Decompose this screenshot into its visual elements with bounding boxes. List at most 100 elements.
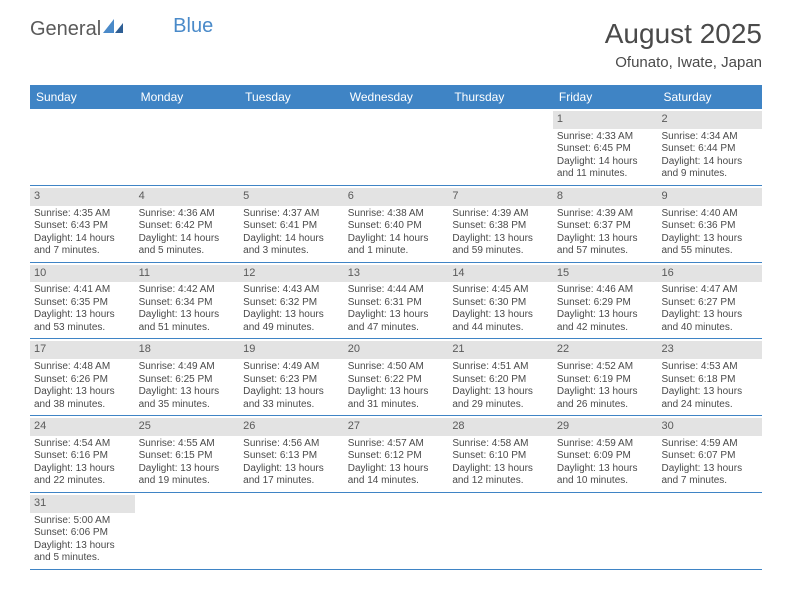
daylight-text: Daylight: 14 hours (348, 233, 445, 246)
daylight-text: Daylight: 13 hours (348, 309, 445, 322)
day-cell: 15Sunrise: 4:46 AMSunset: 6:29 PMDayligh… (553, 263, 658, 339)
day-cell: 14Sunrise: 4:45 AMSunset: 6:30 PMDayligh… (448, 263, 553, 339)
sunrise-text: Sunrise: 4:46 AM (557, 284, 654, 297)
daylight-text: Daylight: 13 hours (139, 386, 236, 399)
week-row: 3Sunrise: 4:35 AMSunset: 6:43 PMDaylight… (30, 186, 762, 263)
sunset-text: Sunset: 6:15 PM (139, 450, 236, 463)
daylight-text: Daylight: 13 hours (661, 233, 758, 246)
daylight-text: and 12 minutes. (452, 475, 549, 488)
sunset-text: Sunset: 6:37 PM (557, 220, 654, 233)
sunset-text: Sunset: 6:07 PM (661, 450, 758, 463)
day-number: 1 (553, 111, 658, 129)
sunset-text: Sunset: 6:35 PM (34, 297, 131, 310)
empty-cell (135, 109, 240, 185)
daylight-text: Daylight: 13 hours (243, 463, 340, 476)
sunrise-text: Sunrise: 4:39 AM (452, 208, 549, 221)
sunrise-text: Sunrise: 4:49 AM (243, 361, 340, 374)
day-cell: 6Sunrise: 4:38 AMSunset: 6:40 PMDaylight… (344, 186, 449, 262)
sunrise-text: Sunrise: 4:55 AM (139, 438, 236, 451)
empty-cell (448, 109, 553, 185)
sunrise-text: Sunrise: 4:45 AM (452, 284, 549, 297)
sunset-text: Sunset: 6:06 PM (34, 527, 131, 540)
day-number: 16 (657, 265, 762, 283)
empty-cell (239, 109, 344, 185)
day-cell: 3Sunrise: 4:35 AMSunset: 6:43 PMDaylight… (30, 186, 135, 262)
daylight-text: Daylight: 13 hours (661, 386, 758, 399)
daylight-text: Daylight: 13 hours (557, 463, 654, 476)
daylight-text: and 7 minutes. (661, 475, 758, 488)
sunset-text: Sunset: 6:40 PM (348, 220, 445, 233)
sunrise-text: Sunrise: 4:43 AM (243, 284, 340, 297)
sunset-text: Sunset: 6:16 PM (34, 450, 131, 463)
sunrise-text: Sunrise: 4:51 AM (452, 361, 549, 374)
daylight-text: and 35 minutes. (139, 399, 236, 412)
daylight-text: Daylight: 13 hours (661, 463, 758, 476)
day-header-row: SundayMondayTuesdayWednesdayThursdayFrid… (30, 85, 762, 109)
daylight-text: and 40 minutes. (661, 322, 758, 335)
day-cell: 28Sunrise: 4:58 AMSunset: 6:10 PMDayligh… (448, 416, 553, 492)
day-number: 31 (30, 495, 135, 513)
week-row: 10Sunrise: 4:41 AMSunset: 6:35 PMDayligh… (30, 263, 762, 340)
sunset-text: Sunset: 6:10 PM (452, 450, 549, 463)
logo: General Blue (30, 18, 213, 41)
daylight-text: Daylight: 13 hours (661, 309, 758, 322)
day-number: 29 (553, 418, 658, 436)
daylight-text: and 17 minutes. (243, 475, 340, 488)
day-number: 28 (448, 418, 553, 436)
day-number: 8 (553, 188, 658, 206)
day-number: 15 (553, 265, 658, 283)
day-cell: 22Sunrise: 4:52 AMSunset: 6:19 PMDayligh… (553, 339, 658, 415)
day-cell: 4Sunrise: 4:36 AMSunset: 6:42 PMDaylight… (135, 186, 240, 262)
day-header-wednesday: Wednesday (344, 85, 449, 109)
sunrise-text: Sunrise: 4:34 AM (661, 131, 758, 144)
sunrise-text: Sunrise: 4:54 AM (34, 438, 131, 451)
day-number: 26 (239, 418, 344, 436)
daylight-text: and 26 minutes. (557, 399, 654, 412)
day-cell: 17Sunrise: 4:48 AMSunset: 6:26 PMDayligh… (30, 339, 135, 415)
sunset-text: Sunset: 6:23 PM (243, 374, 340, 387)
sunrise-text: Sunrise: 4:37 AM (243, 208, 340, 221)
sunset-text: Sunset: 6:27 PM (661, 297, 758, 310)
daylight-text: and 7 minutes. (34, 245, 131, 258)
sunrise-text: Sunrise: 5:00 AM (34, 515, 131, 528)
sunrise-text: Sunrise: 4:35 AM (34, 208, 131, 221)
daylight-text: Daylight: 14 hours (661, 156, 758, 169)
day-cell: 24Sunrise: 4:54 AMSunset: 6:16 PMDayligh… (30, 416, 135, 492)
empty-cell (657, 493, 762, 569)
sunset-text: Sunset: 6:44 PM (661, 143, 758, 156)
daylight-text: and 5 minutes. (139, 245, 236, 258)
day-header-thursday: Thursday (448, 85, 553, 109)
sunset-text: Sunset: 6:30 PM (452, 297, 549, 310)
day-cell: 25Sunrise: 4:55 AMSunset: 6:15 PMDayligh… (135, 416, 240, 492)
day-cell: 5Sunrise: 4:37 AMSunset: 6:41 PMDaylight… (239, 186, 344, 262)
daylight-text: and 31 minutes. (348, 399, 445, 412)
sunset-text: Sunset: 6:29 PM (557, 297, 654, 310)
daylight-text: Daylight: 13 hours (557, 309, 654, 322)
day-number: 14 (448, 265, 553, 283)
empty-cell (344, 109, 449, 185)
day-header-friday: Friday (553, 85, 658, 109)
day-cell: 13Sunrise: 4:44 AMSunset: 6:31 PMDayligh… (344, 263, 449, 339)
day-cell: 21Sunrise: 4:51 AMSunset: 6:20 PMDayligh… (448, 339, 553, 415)
day-number: 30 (657, 418, 762, 436)
sunset-text: Sunset: 6:31 PM (348, 297, 445, 310)
daylight-text: and 19 minutes. (139, 475, 236, 488)
day-number: 12 (239, 265, 344, 283)
day-number: 23 (657, 341, 762, 359)
sunrise-text: Sunrise: 4:58 AM (452, 438, 549, 451)
daylight-text: and 5 minutes. (34, 552, 131, 565)
empty-cell (135, 493, 240, 569)
daylight-text: and 38 minutes. (34, 399, 131, 412)
daylight-text: and 10 minutes. (557, 475, 654, 488)
daylight-text: Daylight: 14 hours (34, 233, 131, 246)
day-cell: 19Sunrise: 4:49 AMSunset: 6:23 PMDayligh… (239, 339, 344, 415)
day-cell: 2Sunrise: 4:34 AMSunset: 6:44 PMDaylight… (657, 109, 762, 185)
day-number: 27 (344, 418, 449, 436)
daylight-text: and 1 minute. (348, 245, 445, 258)
day-header-monday: Monday (135, 85, 240, 109)
daylight-text: and 53 minutes. (34, 322, 131, 335)
day-number: 9 (657, 188, 762, 206)
sunrise-text: Sunrise: 4:49 AM (139, 361, 236, 374)
logo-text-2: Blue (173, 15, 213, 38)
daylight-text: Daylight: 13 hours (243, 386, 340, 399)
